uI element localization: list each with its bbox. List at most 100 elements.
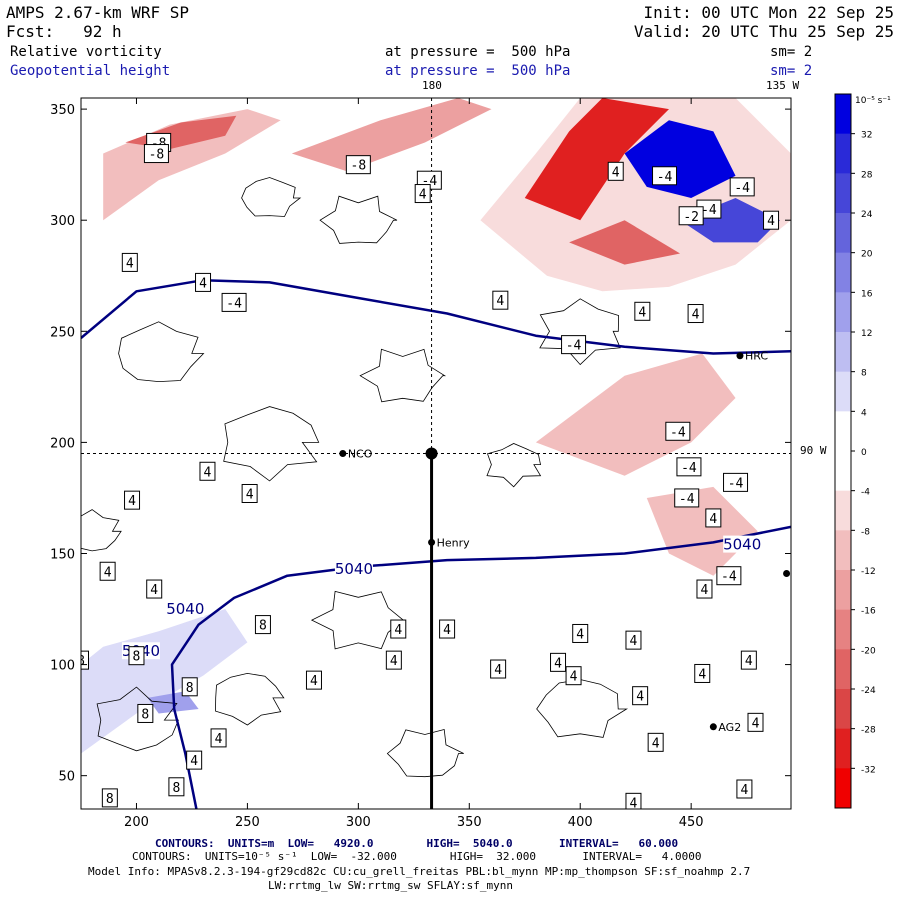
colorbar-segment (835, 213, 851, 254)
header-right-1: Init: 00 UTC Mon 22 Sep 25 (643, 3, 894, 22)
vorticity-label-box (186, 750, 203, 770)
vorticity-label: -4 (728, 476, 744, 491)
height-contour-5040 (170, 525, 791, 809)
vorticity-label-box (137, 703, 154, 723)
vorticity-label: -4 (679, 492, 695, 507)
negative-vorticity-southeast (646, 486, 758, 576)
x-tick-label: 250 (235, 815, 260, 830)
footer-model-info: Model Info: MPASv8.2.3-194-gf29cd82c CU:… (88, 865, 751, 878)
colorbar-tick-label: -8 (861, 527, 870, 537)
colorbar-segment (835, 292, 851, 333)
vorticity-label: 4 (740, 783, 748, 798)
colorbar-segment (835, 689, 851, 730)
vorticity-contour (536, 679, 629, 738)
vorticity-label-box (747, 712, 764, 732)
vorticity-label: 8 (141, 707, 149, 722)
y-tick-label: 350 (50, 103, 75, 118)
vorticity-label-box (121, 252, 138, 272)
vorticity-label-box (195, 272, 212, 292)
vorticity-label-box (676, 457, 702, 477)
colorbar-tick-label: 0 (861, 448, 867, 458)
vorticity-label-box (678, 206, 704, 226)
vorticity-label: -4 (721, 570, 737, 585)
station-marker (339, 450, 347, 457)
colorbar-segment (835, 570, 851, 611)
vorticity-label-box (625, 630, 642, 650)
vorticity-label: 4 (767, 214, 775, 229)
vorticity-contour (386, 728, 464, 778)
y-tick-label: 300 (50, 214, 75, 229)
colorbar-segment (835, 609, 851, 650)
vorticity-label: -4 (734, 181, 750, 196)
field-height: Geopotential height (10, 63, 171, 79)
vorticity-contour (241, 177, 302, 217)
colorbar-segment (835, 371, 851, 412)
height-label: 5040 (166, 600, 204, 618)
vorticity-contour (310, 590, 405, 650)
vorticity-label-box (241, 483, 258, 503)
vorticity-label: 4 (128, 494, 136, 509)
vorticity-label-box (763, 210, 780, 230)
colorbar-segment (835, 252, 851, 293)
vorticity-label: 4 (638, 305, 646, 320)
vorticity-label-box (632, 686, 649, 706)
colorbar-tick-label: -32 (861, 765, 876, 775)
height-label-bg (334, 560, 373, 578)
vorticity-label-box (561, 335, 587, 355)
vorticity-label: 4 (576, 627, 584, 642)
vorticity-label: 4 (692, 308, 700, 323)
colorbar-tick-label: -4 (861, 488, 870, 498)
vorticity-label: 4 (630, 634, 638, 649)
height-label-bg (166, 600, 205, 618)
vorticity-label: 4 (709, 512, 717, 527)
vorticity-label: 4 (126, 256, 134, 271)
x-tick-label: 200 (124, 815, 149, 830)
vorticity-label-box (729, 177, 755, 197)
vorticity-label: -4 (566, 339, 582, 354)
footer-height-contours: CONTOURS: UNITS=m LOW= 4920.0 HIGH= 5040… (155, 837, 679, 850)
vorticity-label-box (634, 301, 651, 321)
colorbar-tick-label: 8 (861, 369, 867, 379)
vorticity-label-box (101, 788, 118, 808)
colorbar-tick-label: 4 (861, 408, 867, 418)
vorticity-contour (118, 321, 205, 383)
station-marker (736, 352, 744, 360)
height-label: 5040 (723, 536, 761, 554)
vorticity-label-box (439, 619, 456, 639)
colorbar-segment (835, 133, 851, 174)
vorticity-label-box (99, 561, 116, 581)
x-tick-label: 450 (679, 815, 704, 830)
header-left-1: AMPS 2.67-km WRF SP (6, 3, 190, 22)
vorticity-label: 4 (150, 583, 158, 598)
vorticity-label-box (124, 490, 141, 510)
colorbar-tick-label: 24 (861, 210, 873, 220)
height-label-bg (723, 535, 762, 553)
lon-right-top-label: 135 W (766, 79, 800, 92)
vorticity-label-box (550, 652, 567, 672)
colorbar-segment (835, 332, 851, 373)
vorticity-contour (539, 298, 621, 366)
vorticity-contour (215, 672, 285, 726)
footer-vorticity-contours: CONTOURS: UNITS=10⁻⁵ s⁻¹ LOW= -32.000 HI… (132, 850, 702, 863)
colorbar-tick-label: -16 (861, 607, 876, 617)
vorticity-label: 4 (394, 623, 402, 638)
vorticity-contour (319, 195, 398, 244)
header-right-2: Valid: 20 UTC Thu 25 Sep 25 (633, 22, 894, 41)
colorbar-tick-label: -24 (861, 686, 876, 696)
x-tick-label: 350 (457, 815, 482, 830)
vorticity-label-box (490, 659, 507, 679)
station-label: Henry (437, 536, 471, 549)
vorticity-label-box (199, 461, 216, 481)
vorticity-contour (359, 348, 447, 403)
pressure-height: at pressure = 500 hPa (385, 63, 571, 79)
vorticity-label-box (687, 304, 704, 324)
station-label: NCO (348, 448, 373, 461)
vorticity-label: -4 (226, 296, 242, 311)
y-tick-label: 250 (50, 325, 75, 340)
storm-positive-core-2 (680, 197, 780, 243)
vorticity-label: -4 (701, 203, 717, 218)
colorbar-segment (835, 649, 851, 690)
colorbar-tick-label: -12 (861, 567, 876, 577)
vorticity-label-box (390, 619, 407, 639)
